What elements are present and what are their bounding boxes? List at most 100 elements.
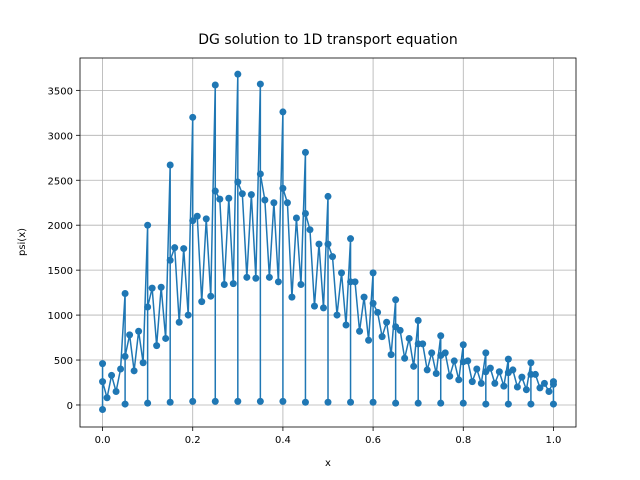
data-point xyxy=(121,400,129,408)
data-point xyxy=(356,327,364,335)
data-point xyxy=(482,349,490,357)
data-point xyxy=(491,379,499,387)
data-point xyxy=(455,376,463,384)
data-point xyxy=(446,372,454,380)
data-point xyxy=(410,362,418,370)
x-axis-label: x xyxy=(325,458,331,469)
y-tick-label: 1500 xyxy=(48,266,73,277)
data-point xyxy=(256,80,264,88)
data-point xyxy=(522,386,530,394)
data-point xyxy=(166,161,174,169)
data-point xyxy=(252,274,260,282)
data-point xyxy=(351,278,359,286)
data-point xyxy=(527,359,535,367)
data-point xyxy=(256,170,264,178)
data-point xyxy=(175,318,183,326)
data-point xyxy=(419,340,427,348)
data-point xyxy=(347,235,355,243)
data-point xyxy=(437,332,445,340)
data-point xyxy=(527,400,535,408)
data-point xyxy=(207,292,215,300)
data-point xyxy=(270,199,278,207)
data-point xyxy=(189,397,197,405)
data-point xyxy=(148,284,156,292)
data-point xyxy=(180,245,188,253)
y-tick-label: 3500 xyxy=(48,86,73,97)
data-point xyxy=(378,333,386,341)
data-point xyxy=(464,357,472,365)
data-point xyxy=(374,308,382,316)
data-point xyxy=(288,293,296,301)
y-tick-label: 2500 xyxy=(48,176,73,187)
data-point xyxy=(482,400,490,408)
data-point xyxy=(117,365,125,373)
data-point xyxy=(477,379,485,387)
data-point xyxy=(518,373,526,381)
data-point xyxy=(261,196,269,204)
data-point xyxy=(279,108,287,116)
data-point xyxy=(342,321,350,329)
data-point xyxy=(338,269,346,277)
x-tick-label: 0.8 xyxy=(455,435,471,446)
data-point xyxy=(211,81,219,89)
data-point xyxy=(234,70,242,78)
data-point xyxy=(549,400,557,408)
data-point xyxy=(99,405,107,413)
data-point xyxy=(283,199,291,207)
data-point xyxy=(495,368,503,376)
data-point xyxy=(414,399,422,407)
data-point xyxy=(225,194,233,202)
data-point xyxy=(202,215,210,223)
data-point xyxy=(333,311,341,319)
data-point xyxy=(103,394,111,402)
data-point xyxy=(531,370,539,378)
data-point xyxy=(193,212,201,220)
data-point xyxy=(211,397,219,405)
data-point xyxy=(234,178,242,186)
data-point xyxy=(319,304,327,312)
y-tick-label: 500 xyxy=(54,356,73,367)
data-point xyxy=(347,398,355,406)
data-point xyxy=(324,192,332,200)
data-point xyxy=(301,210,309,218)
data-point xyxy=(536,384,544,392)
data-point xyxy=(545,387,553,395)
data-point xyxy=(144,303,152,311)
data-point xyxy=(301,398,309,406)
data-point xyxy=(265,273,273,281)
data-point xyxy=(274,278,282,286)
data-point xyxy=(234,397,242,405)
data-point xyxy=(166,398,174,406)
data-point xyxy=(396,326,404,334)
chart-title: DG solution to 1D transport equation xyxy=(198,32,458,48)
data-point xyxy=(297,281,305,289)
data-point xyxy=(387,351,395,359)
y-tick-label: 1000 xyxy=(48,311,73,322)
data-point xyxy=(211,187,219,195)
data-point xyxy=(369,299,377,307)
data-point xyxy=(540,379,548,387)
data-point xyxy=(256,397,264,405)
x-tick-label: 1.0 xyxy=(546,435,562,446)
data-point xyxy=(405,334,413,342)
data-point xyxy=(310,302,318,310)
y-axis-label: psi(x) xyxy=(17,228,28,256)
data-point xyxy=(549,380,557,388)
data-point xyxy=(306,226,314,234)
data-point xyxy=(329,253,337,261)
data-point xyxy=(437,399,445,407)
data-point xyxy=(365,336,373,344)
x-tick-label: 0.6 xyxy=(365,435,381,446)
data-point xyxy=(220,281,228,289)
data-point xyxy=(392,399,400,407)
data-point xyxy=(473,365,481,373)
data-point xyxy=(450,357,458,365)
x-tick-label: 0.2 xyxy=(185,435,201,446)
data-point xyxy=(243,273,251,281)
data-point xyxy=(130,367,138,375)
data-point xyxy=(162,334,170,342)
data-point xyxy=(324,398,332,406)
data-point xyxy=(504,400,512,408)
